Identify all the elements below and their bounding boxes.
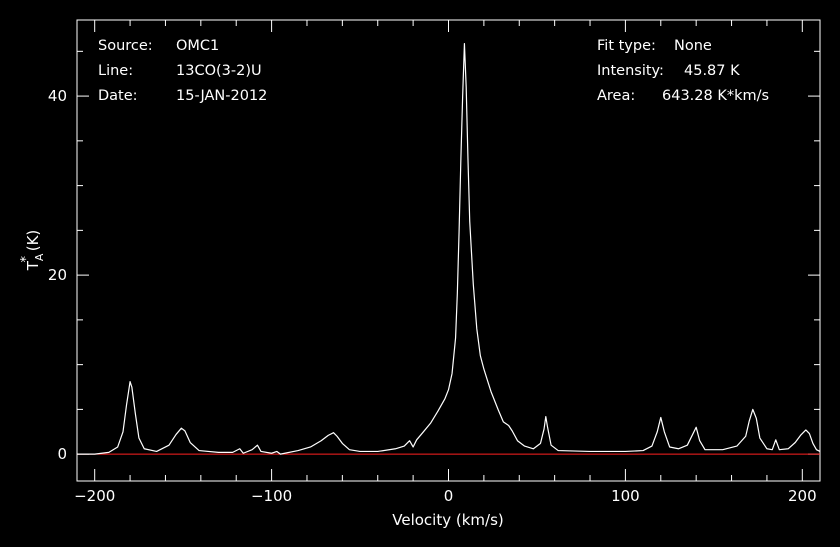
info-intensity-label: Intensity: bbox=[597, 63, 664, 79]
y-tick-label: 0 bbox=[57, 445, 67, 463]
info-source-label: Source: bbox=[98, 38, 153, 54]
x-axis-tick-labels: −200 −100 0 100 200 bbox=[74, 487, 817, 505]
info-source-value: OMC1 bbox=[176, 38, 219, 54]
info-intensity-value: 45.87 K bbox=[684, 63, 740, 79]
info-date-value: 15-JAN-2012 bbox=[176, 88, 267, 104]
info-fit-type-value: None bbox=[674, 38, 712, 54]
info-area-label: Area: bbox=[597, 88, 635, 104]
y-axis-title-unit: (K) bbox=[24, 230, 42, 256]
y-axis-title-sub: A bbox=[33, 253, 46, 261]
x-tick-label: 0 bbox=[444, 487, 454, 505]
y-axis-title: TA* (K) bbox=[19, 230, 46, 272]
info-fit-type-label: Fit type: bbox=[597, 38, 656, 54]
info-line-label: Line: bbox=[98, 63, 133, 79]
x-tick-label: −100 bbox=[251, 487, 292, 505]
info-line-value: 13CO(3-2)U bbox=[176, 63, 262, 79]
y-tick-label: 20 bbox=[48, 266, 67, 284]
y-tick-label: 40 bbox=[48, 87, 67, 105]
x-axis-title: Velocity (km/s) bbox=[392, 511, 503, 529]
svg-text:TA* (K): TA* (K) bbox=[19, 230, 46, 272]
y-axis-title-main: T bbox=[24, 260, 42, 271]
x-tick-label: −200 bbox=[74, 487, 115, 505]
info-date-label: Date: bbox=[98, 88, 138, 104]
spectrum-series-line bbox=[77, 42, 821, 455]
info-right: Fit type: None Intensity: 45.87 K Area: … bbox=[597, 38, 769, 104]
info-left: Source: OMC1 Line: 13CO(3-2)U Date: 15-J… bbox=[98, 38, 267, 104]
x-axis-ticks bbox=[94, 20, 803, 481]
x-tick-label: 100 bbox=[611, 487, 640, 505]
x-tick-label: 200 bbox=[788, 487, 817, 505]
info-area-value: 643.28 K*km/s bbox=[662, 88, 769, 104]
y-axis-title-sup: * bbox=[19, 256, 34, 263]
y-axis-tick-labels: 0 20 40 bbox=[48, 87, 67, 463]
